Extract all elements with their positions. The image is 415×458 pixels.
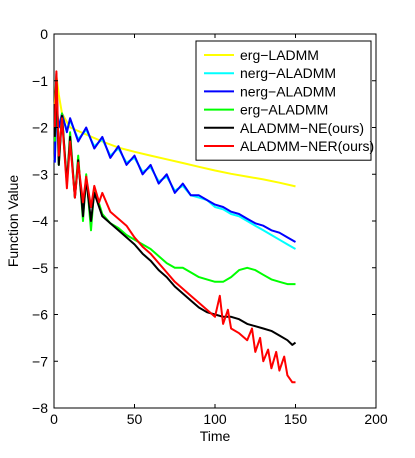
y-tick-label-7: −7 (32, 353, 48, 369)
y-tick-label-6: −6 (32, 307, 48, 323)
y-tick-label-5: −5 (32, 260, 48, 276)
y-tick-label-3: −3 (32, 166, 48, 182)
legend-label-4: ALADMM−NE(ours) (240, 120, 364, 136)
legend-label-2: nerg−ALADMM (240, 83, 336, 99)
x-tick-label-4: 200 (364, 411, 388, 427)
legend-label-0: erg−LADMM (240, 47, 319, 63)
legend: erg−LADMM nerg−ALADMM nerg−ALADMM erg−ALADM… (195, 40, 374, 161)
y-tick-label-1: −1 (32, 73, 48, 89)
y-tick-label-0: 0 (40, 26, 48, 42)
y-tick-label-8: −8 (32, 400, 48, 416)
legend-label-1: nerg−ALADMM (240, 65, 336, 81)
series-line-5 (53, 70, 296, 384)
legend-label-3: erg−ALADMM (240, 102, 328, 118)
y-tick-label-4: −4 (32, 213, 48, 229)
y-tick-label-2: −2 (32, 120, 48, 136)
y-axis-label: Function Value (5, 175, 21, 268)
x-tick-label-1: 50 (127, 411, 143, 427)
x-axis-label: Time (200, 428, 231, 444)
legend-label-5: ALADMM−NER(ours) (240, 138, 374, 154)
x-tick-label-0: 0 (50, 411, 58, 427)
series-line-2 (53, 105, 296, 243)
legend-box (195, 40, 372, 161)
series-layer (53, 70, 297, 384)
x-tick-label-3: 150 (284, 411, 308, 427)
x-tick-label-2: 100 (203, 411, 227, 427)
axis-layer: 0 50 100 150 200 0 −1 −2 −3 −4 −5 −6 −7 −8 (32, 26, 388, 427)
